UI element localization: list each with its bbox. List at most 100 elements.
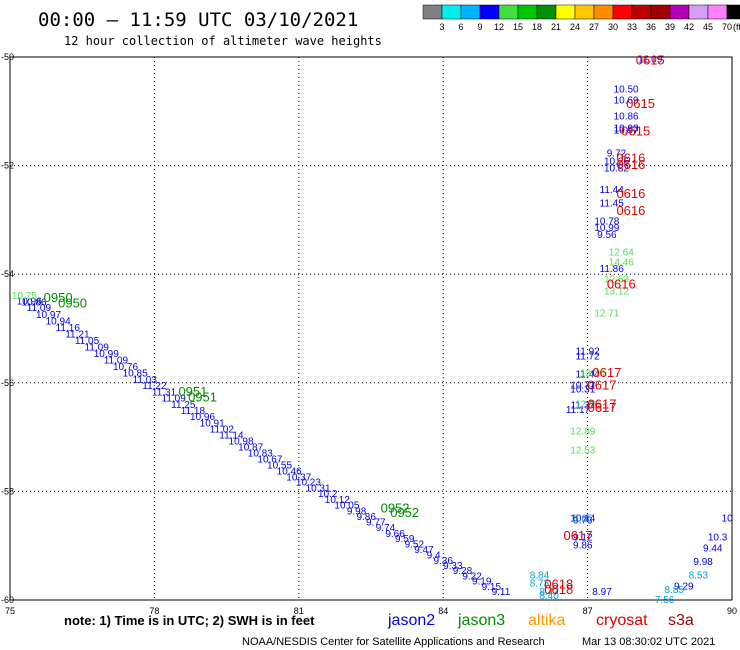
- colorbar-swatch: [536, 4, 557, 20]
- legend-item-s3a: s3a: [668, 612, 694, 629]
- wave-height-point: 11.25: [171, 400, 196, 411]
- colorbar-tick-label: 33: [627, 22, 637, 32]
- wave-height-point: 11.09: [104, 356, 129, 367]
- wave-height-point: 9.4: [427, 550, 441, 561]
- colorbar-swatch: [688, 4, 709, 20]
- wave-height-point: 11.09: [638, 55, 663, 66]
- wave-height-point: 12.89: [570, 427, 595, 438]
- track-time-label: 0617: [564, 528, 593, 543]
- wave-height-point: 8.65: [573, 514, 593, 525]
- wave-height-point: 8.85: [665, 585, 685, 596]
- wave-height-point: 10.78: [594, 217, 619, 228]
- wave-height-point: 9.72: [607, 149, 627, 160]
- wave-height-point: 10.86: [22, 297, 47, 308]
- wave-height-point: 10.75: [12, 291, 37, 302]
- track-time-label: 0950: [58, 295, 87, 310]
- wave-height-point: 12.64: [609, 247, 634, 258]
- wave-height-point: 10.71: [570, 381, 595, 392]
- wave-height-point: 11.44: [575, 370, 600, 381]
- wave-height-point: 11.05: [75, 336, 100, 347]
- colorbar-tick-label: 6: [458, 22, 463, 32]
- y-tick-label: -58: [1, 486, 14, 496]
- wave-height-point: 11.37: [571, 401, 596, 412]
- wave-height-point: 10.67: [257, 454, 282, 465]
- y-tick-label: -56: [1, 378, 14, 388]
- wave-height-point: 10.87: [238, 442, 263, 453]
- colorbar-tick-label: 70: [722, 22, 732, 32]
- wave-height-point: 9.19: [472, 577, 492, 588]
- wave-height-point: 11.09: [27, 303, 52, 314]
- track-time-label: 0615: [621, 123, 650, 138]
- colorbar-swatch: [650, 4, 671, 20]
- wave-height-point: 10.91: [200, 419, 225, 430]
- wave-height-point: 9.29: [674, 581, 694, 592]
- legend-item-jason3: jason3: [457, 612, 505, 629]
- wave-height-point: 10.83: [248, 448, 273, 459]
- wave-height-point: 10.23: [296, 478, 321, 489]
- track-time-label: 0616: [616, 203, 645, 218]
- colorbar-swatch: [498, 4, 519, 20]
- track-time-label: 0951: [188, 389, 217, 404]
- wave-height-point: 9.66: [385, 529, 405, 540]
- x-tick-label: 78: [149, 606, 159, 616]
- y-tick-label: -54: [1, 269, 14, 279]
- wave-height-point: 11.21: [65, 329, 90, 340]
- y-tick-label: -52: [1, 161, 14, 171]
- chart-title: 00:00 – 11:59 UTC 03/10/2021: [38, 9, 358, 31]
- colorbar-tick-label: 27: [589, 22, 599, 32]
- track-time-label: 0617: [592, 365, 621, 380]
- colorbar-tick-label: 12: [494, 22, 504, 32]
- colorbar-swatch: [612, 4, 633, 20]
- wave-height-point: 9.98: [693, 557, 713, 568]
- wave-height-point: 9.47: [414, 545, 434, 556]
- wave-height-point: 11.44: [600, 185, 625, 196]
- track-time-label: 0616: [607, 276, 636, 291]
- wave-height-point: 11.72: [575, 352, 600, 363]
- wave-height-point: 8.40: [539, 591, 559, 602]
- colorbar-tick-label: 42: [684, 22, 694, 32]
- wave-height-point: 11.92: [575, 346, 600, 357]
- legend-item-cryosat: cryosat: [596, 612, 648, 629]
- colorbar-swatch: [517, 4, 538, 20]
- track-time-label: 0617: [588, 377, 617, 392]
- wave-height-point: 9.36: [433, 556, 453, 567]
- track-time-label: 0616: [616, 157, 645, 172]
- wave-height-point: 10.76: [113, 362, 138, 373]
- colorbar-tick-label: 45: [703, 22, 713, 32]
- wave-height-point: 9.15: [482, 582, 502, 593]
- wave-height-point: 10.55: [267, 460, 292, 471]
- wave-height-point: 10.98: [229, 436, 254, 447]
- wave-height-point: 8.53: [689, 571, 709, 582]
- track-time-label: 0951: [178, 384, 207, 399]
- colorbar-swatch: [707, 4, 728, 20]
- wave-height-point: 10.26: [604, 156, 629, 167]
- track-time-label: 0952: [390, 505, 419, 520]
- track-time-label: 0618: [544, 577, 573, 592]
- wave-height-point: 10.12: [325, 495, 350, 506]
- data-points: 10.9611.0910.9710.9411.1611.2111.0511.09…: [12, 55, 733, 606]
- wave-height-point: 10.3: [708, 533, 728, 544]
- wave-height-point: 11.22: [142, 381, 167, 392]
- wave-height-point: 9.28: [453, 566, 473, 577]
- wave-height-point: 9.44: [703, 543, 723, 554]
- colorbar-swatch: [422, 4, 443, 20]
- wave-height-point: 9.86: [356, 512, 376, 523]
- wave-height-point: 9.33: [443, 561, 463, 572]
- track-time-label: 0618: [544, 582, 573, 597]
- colorbar-swatch: [460, 4, 481, 20]
- footer-credit: NOAA/NESDIS Center for Satellite Applica…: [242, 636, 545, 648]
- colorbar-tick-label: 30: [608, 22, 618, 32]
- y-tick-label: -60: [1, 595, 14, 605]
- wave-height-point: 13.30: [580, 369, 605, 380]
- track-time-label: 0617: [588, 396, 617, 411]
- wave-height-point: 10.31: [570, 384, 595, 395]
- x-tick-label: 90: [727, 606, 737, 616]
- wave-height-point: 10.86: [614, 112, 639, 123]
- wave-height-point: 11.31: [152, 388, 177, 399]
- wave-height-point: 8.97: [592, 587, 612, 598]
- wave-height-point: 10.37: [286, 472, 311, 483]
- grid-lines: [10, 57, 732, 600]
- wave-height-point: 10.05: [334, 501, 359, 512]
- colorbar-tick-label: 39: [665, 22, 675, 32]
